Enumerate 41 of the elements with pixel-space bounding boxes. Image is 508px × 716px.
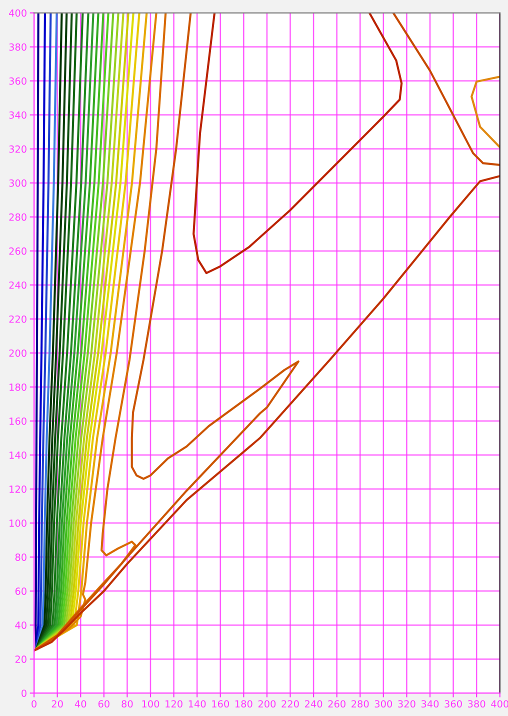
x-tick-label: 300 xyxy=(374,700,392,708)
y-tick-label: 0 xyxy=(22,690,26,697)
x-tick-label: 100 xyxy=(142,700,160,708)
x-tick-label: 160 xyxy=(212,700,230,708)
x-tick-label: 120 xyxy=(166,700,182,708)
x-tick-label: 180 xyxy=(235,700,252,708)
y-tick-label: 160 xyxy=(10,417,26,425)
y-tick-label: 20 xyxy=(15,656,26,663)
x-tick-label: 200 xyxy=(258,700,276,708)
x-tick-label: 80 xyxy=(122,700,133,708)
x-tick-label: 320 xyxy=(398,700,416,708)
x-tick-label: 380 xyxy=(468,700,486,708)
y-tick-label: 240 xyxy=(9,281,26,289)
y-tick-label: 340 xyxy=(9,111,26,119)
y-tick-label: 40 xyxy=(15,622,26,629)
x-tick-label: 140 xyxy=(188,700,206,708)
y-tick-label: 400 xyxy=(9,9,26,17)
y-tick-label: 360 xyxy=(9,77,26,85)
x-tick-label: 60 xyxy=(98,700,110,708)
x-tick-label: 260 xyxy=(328,700,346,708)
x-tick-label: 20 xyxy=(52,700,63,708)
x-tick-label: 240 xyxy=(304,700,322,708)
y-tick-label: 80 xyxy=(15,554,26,561)
y-tick-label: 200 xyxy=(9,349,26,357)
y-tick-label: 140 xyxy=(10,451,26,459)
y-tick-label: 60 xyxy=(15,588,26,595)
y-tick-label: 380 xyxy=(9,43,26,51)
x-tick-label: 360 xyxy=(444,700,462,708)
x-tick-label: 340 xyxy=(421,700,439,708)
x-tick-label: 0 xyxy=(32,700,36,708)
y-tick-label: 180 xyxy=(10,383,26,391)
x-tick-label: 280 xyxy=(352,700,369,708)
y-tick-label: 280 xyxy=(9,213,26,221)
y-tick-label: 220 xyxy=(9,315,26,323)
x-tick-label: 220 xyxy=(282,700,299,708)
y-tick-label: 120 xyxy=(10,486,26,493)
y-tick-label: 300 xyxy=(9,179,26,187)
x-tick-label: 40 xyxy=(74,700,86,708)
y-tick-label: 320 xyxy=(9,145,26,153)
y-tick-label: 260 xyxy=(9,247,26,255)
y-tick-label: 100 xyxy=(10,520,26,527)
